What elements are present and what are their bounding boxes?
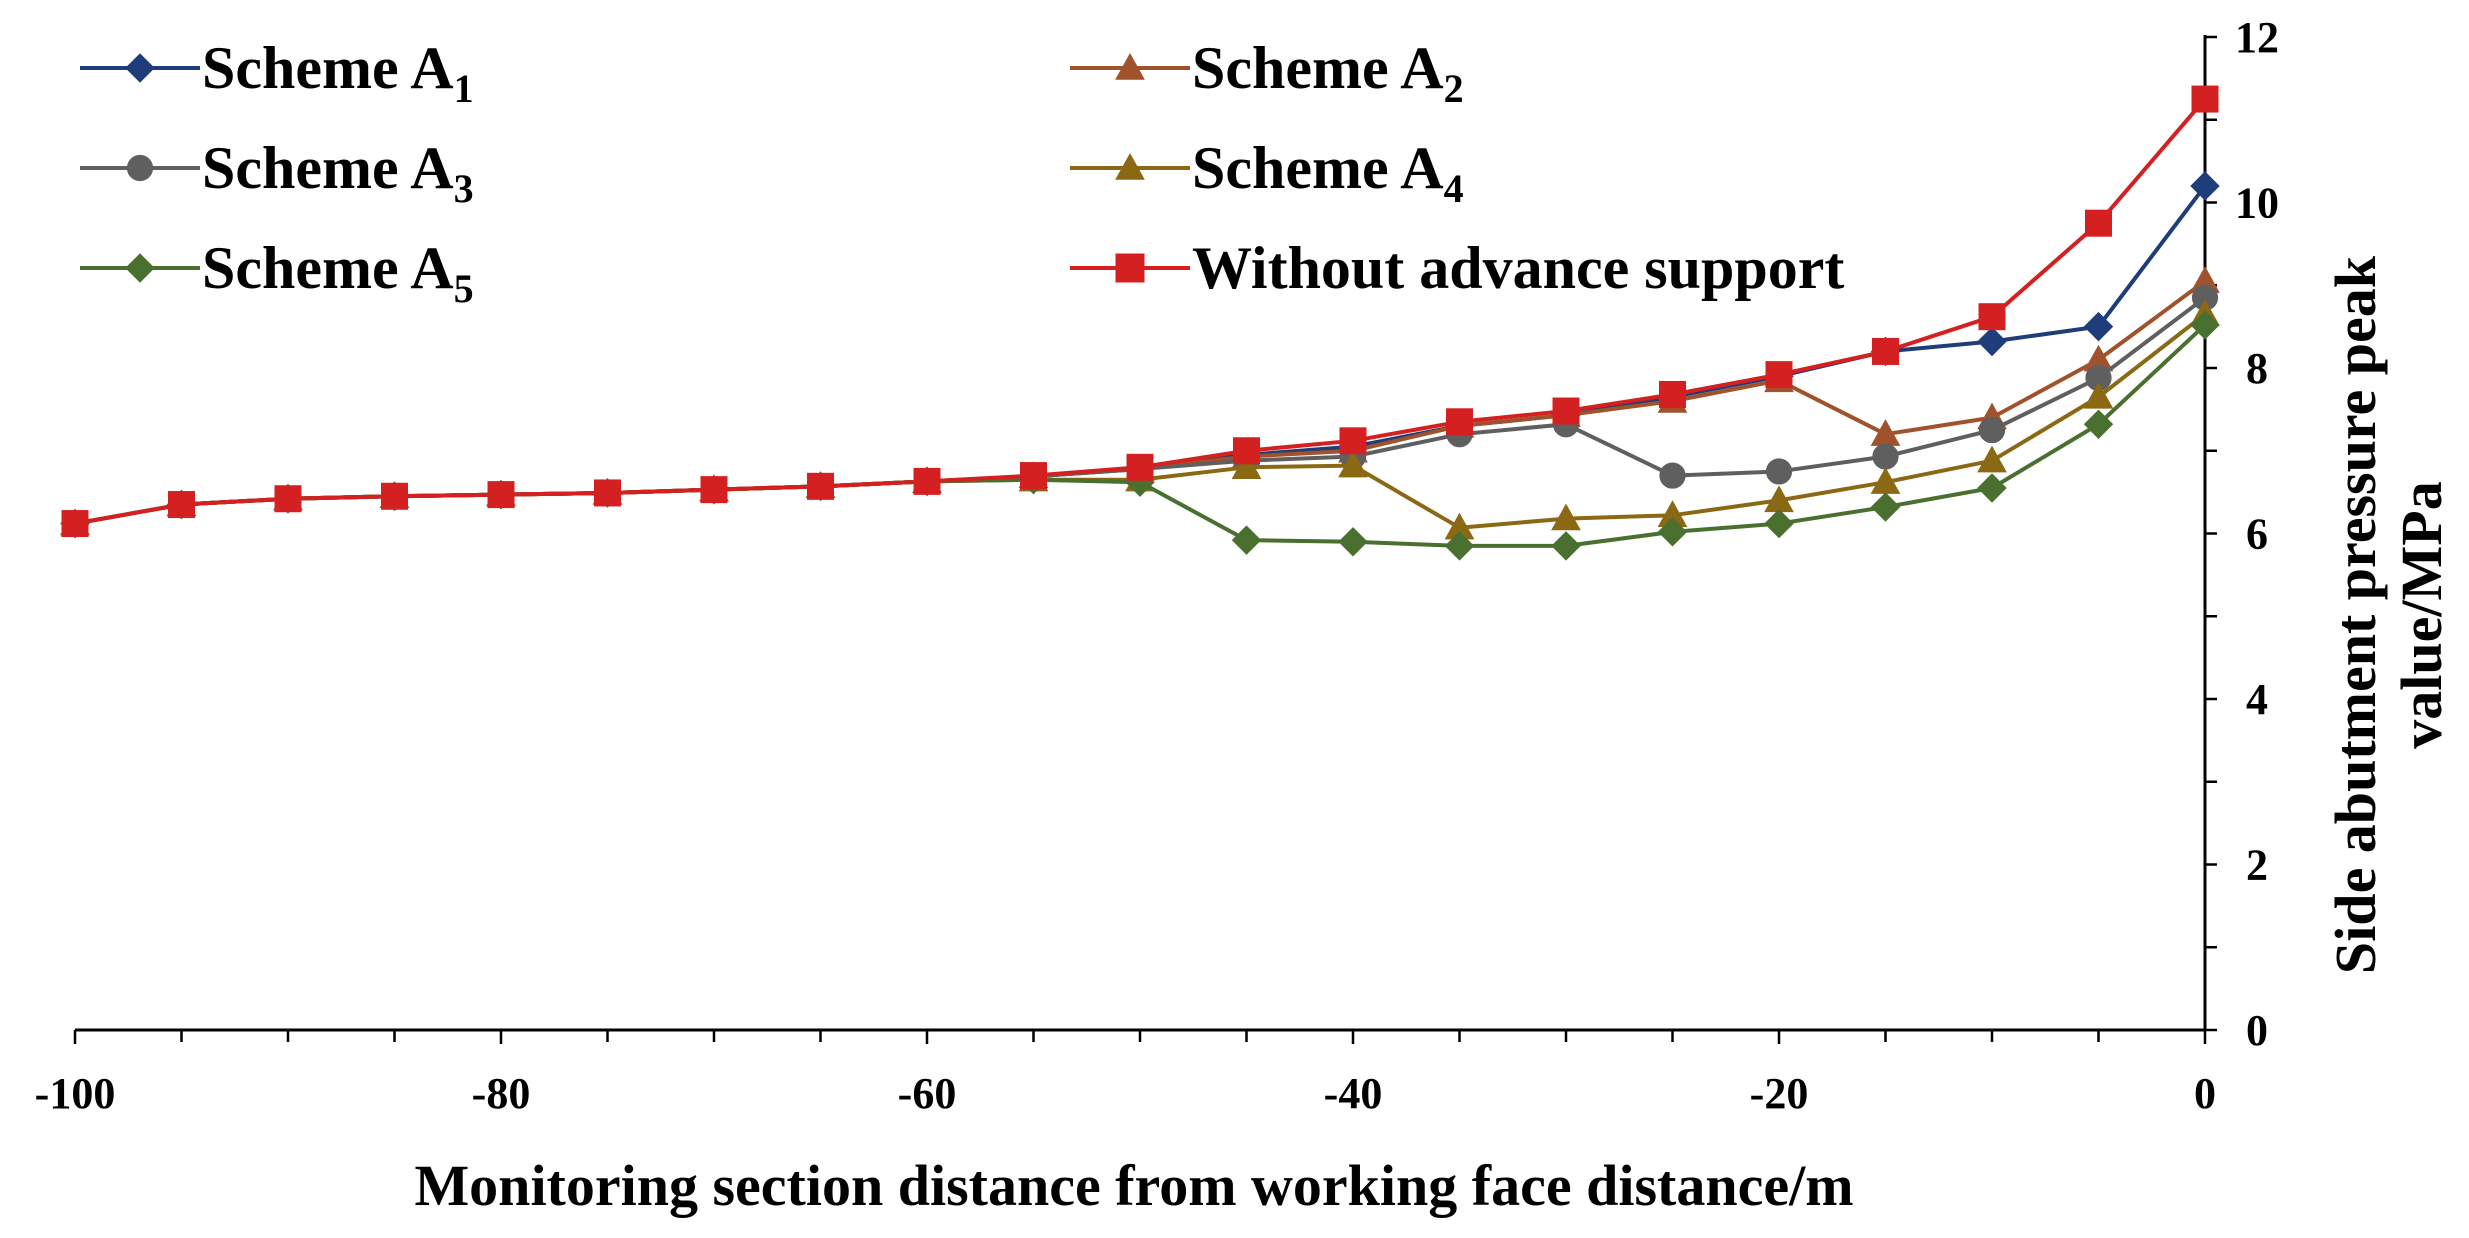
legend-item-1: Scheme A1 <box>80 35 474 111</box>
data-point <box>2083 409 2114 439</box>
legend-item-3: Scheme A3 <box>80 135 474 211</box>
data-point <box>1977 326 2007 357</box>
data-point <box>2190 310 2220 340</box>
y-tick-label: 6 <box>2246 510 2268 559</box>
y-tick-label: 10 <box>2235 179 2279 228</box>
data-point <box>1339 427 1367 455</box>
data-point <box>594 479 621 507</box>
data-point <box>2083 311 2114 342</box>
data-point <box>274 485 302 513</box>
data-point <box>1231 452 1262 479</box>
legend-label: Scheme A1 <box>202 35 474 111</box>
data-point <box>1977 445 2007 473</box>
x-tick-label: 0 <box>2194 1069 2216 1118</box>
x-axis-title: Monitoring section distance from working… <box>414 1153 1853 1218</box>
legend-item-4: Scheme A4 <box>1070 135 1464 211</box>
data-point <box>807 472 834 500</box>
data-point <box>1444 531 1475 561</box>
data-point <box>1551 531 1581 561</box>
data-point <box>1020 462 1047 490</box>
series-layer <box>60 85 2220 561</box>
legend-item-5: Scheme A5 <box>80 235 474 311</box>
data-point <box>1977 473 2007 503</box>
y-tick-label: 2 <box>2246 841 2268 890</box>
data-point <box>2083 381 2114 409</box>
data-point <box>1551 503 1581 531</box>
y-axis-title-line1: Side abutment pressure peak <box>2323 255 2388 974</box>
data-point <box>381 482 408 510</box>
x-tick-label: -80 <box>472 1069 531 1118</box>
data-point <box>1764 508 1794 539</box>
data-point <box>1765 458 1793 485</box>
data-point <box>1338 527 1368 557</box>
data-point <box>2085 209 2112 237</box>
x-tick-label: -20 <box>1750 1069 1809 1118</box>
x-tick-label: -40 <box>1324 1069 1383 1118</box>
data-point <box>487 481 515 509</box>
data-point <box>1126 453 1154 481</box>
y-tick-label: 0 <box>2246 1006 2268 1055</box>
data-point <box>1231 525 1262 555</box>
legend-item-6: Without advance support <box>1070 235 1844 301</box>
data-point <box>1872 443 1899 470</box>
data-point <box>1765 361 1793 389</box>
y-axis-title-line2: value/MPa <box>2389 481 2454 748</box>
legend-marker <box>126 154 154 182</box>
data-point <box>1552 397 1580 425</box>
legend-label: Scheme A5 <box>202 235 474 311</box>
data-point <box>1978 416 2006 444</box>
axes: -100 -80 -60 -40 -20 00 2 4 6 8 10 12 <box>35 13 2279 1118</box>
data-point <box>2191 85 2219 113</box>
data-point <box>61 510 89 538</box>
data-point <box>1978 303 2006 331</box>
legend-label: Scheme A2 <box>1192 35 1464 111</box>
legend-label: Without advance support <box>1192 235 1844 301</box>
data-point <box>1872 337 1899 365</box>
y-axis-title-group: Side abutment pressure peak value/MPa <box>2323 255 2454 974</box>
legend-marker <box>125 53 155 83</box>
y-tick-label: 4 <box>2246 675 2268 724</box>
x-tick-label: -60 <box>898 1069 957 1118</box>
legend-item-2: Scheme A2 <box>1070 35 1464 111</box>
legend-marker <box>1115 152 1145 180</box>
y-tick-label: 12 <box>2235 13 2279 62</box>
data-point <box>2190 171 2220 201</box>
data-point <box>1338 450 1368 478</box>
y-tick-label: 8 <box>2246 344 2268 393</box>
legend-label: Scheme A4 <box>1192 135 1464 211</box>
data-point <box>1657 517 1688 547</box>
data-point <box>1233 437 1260 465</box>
data-point <box>1446 408 1473 436</box>
legend-label: Scheme A3 <box>202 135 474 211</box>
data-point <box>1659 380 1686 408</box>
data-point <box>168 491 195 519</box>
data-point <box>1659 462 1686 489</box>
data-point <box>700 476 728 504</box>
legend-marker <box>125 253 155 283</box>
legend-marker <box>1115 253 1145 283</box>
legend: Scheme A1 Scheme A2 Scheme A3 Scheme A4 Sche… <box>80 35 1844 311</box>
legend-marker <box>1115 52 1145 80</box>
series-6 <box>61 85 2219 538</box>
data-point <box>1870 492 1901 522</box>
data-point <box>913 467 941 495</box>
x-tick-label: -100 <box>35 1069 116 1118</box>
